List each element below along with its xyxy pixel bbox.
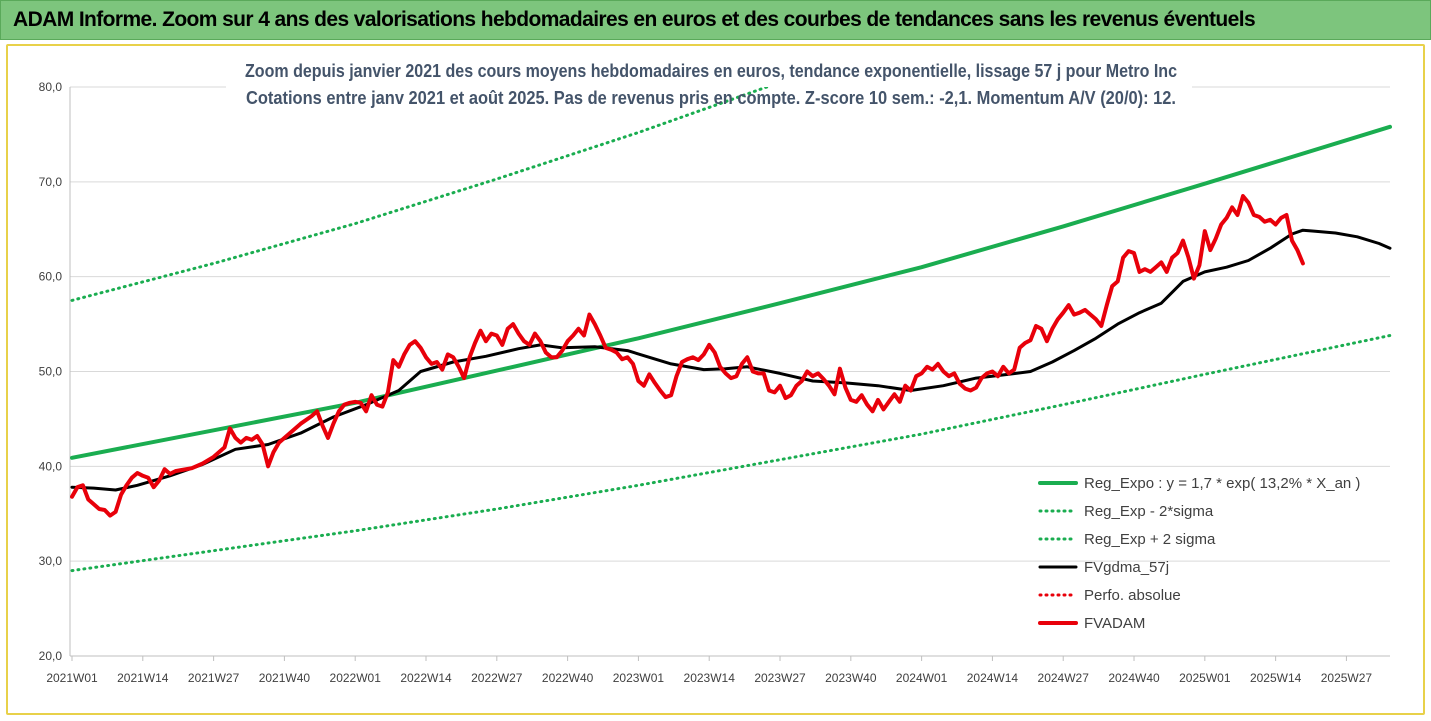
series-line-reg-exp-2-sigma	[70, 87, 772, 302]
x-tick-label: 2021W01	[46, 671, 98, 685]
y-tick-label: 80,0	[39, 80, 63, 94]
series-line-fvadam	[70, 194, 1305, 518]
x-tick-label: 2022W27	[471, 671, 523, 685]
x-tick-label: 2023W14	[684, 671, 736, 685]
report-banner: ADAM Informe. Zoom sur 4 ans des valoris…	[0, 0, 1431, 40]
legend-label-fvadam: FVADAM	[1084, 615, 1145, 632]
x-tick-label: 2024W14	[967, 671, 1019, 685]
y-tick-label: 30,0	[39, 554, 63, 568]
legend-label-reg-exp-2-sigma: Reg_Exp + 2 sigma	[1084, 531, 1216, 548]
x-tick-label: 2023W27	[754, 671, 806, 685]
series-line-fvgdma-57j	[70, 228, 1392, 492]
y-tick-label: 50,0	[39, 365, 63, 379]
series-layer	[70, 87, 1392, 573]
x-tick-label: 2024W01	[896, 671, 948, 685]
x-tick-label: 2022W40	[542, 671, 594, 685]
x-tick-label: 2021W14	[117, 671, 169, 685]
y-tick-label: 70,0	[39, 175, 63, 189]
chart-title-line-1: Zoom depuis janvier 2021 des cours moyen…	[245, 61, 1177, 81]
legend-label-fvgdma-57j: FVgdma_57j	[1084, 559, 1169, 576]
grid	[70, 86, 1390, 657]
series-line-reg-expo-y-1-7-exp-13-2-x-an	[70, 124, 1392, 460]
title-background	[226, 52, 1192, 116]
x-tick-label: 2023W40	[825, 671, 877, 685]
x-tick-label: 2021W27	[188, 671, 240, 685]
x-tick-label: 2022W01	[330, 671, 382, 685]
x-tick-label: 2025W01	[1179, 671, 1231, 685]
x-tick-label: 2024W40	[1108, 671, 1160, 685]
x-tick-label: 2025W14	[1250, 671, 1302, 685]
x-tick-label: 2021W40	[259, 671, 311, 685]
x-tick-label: 2024W27	[1038, 671, 1090, 685]
chart-title-line-2: Cotations entre janv 2021 et août 2025. …	[246, 88, 1176, 108]
report-title: ADAM Informe. Zoom sur 4 ans des valoris…	[13, 8, 1256, 31]
axes: 20,0 30,0 40,0 50,0 60,0 70,0 80,0 2021W01 2021W…	[39, 80, 1390, 685]
legend-label-reg-exp-2-sigma: Reg_Exp - 2*sigma	[1084, 503, 1214, 520]
x-tick-label: 2022W14	[400, 671, 452, 685]
y-tick-label: 60,0	[39, 270, 63, 284]
legend-label-perfo-absolue: Perfo. absolue	[1084, 587, 1181, 604]
chart-frame	[6, 44, 1425, 715]
legend-label-reg-expo-y-1-7-exp-13-2-x-an: Reg_Expo : y = 1,7 * exp( 13,2% * X_an )	[1084, 475, 1360, 492]
y-tick-label: 20,0	[39, 649, 63, 663]
y-tick-label: 40,0	[39, 459, 63, 473]
legend: Reg_Expo : y = 1,7 * exp( 13,2% * X_an )…	[1038, 475, 1360, 632]
x-tick-label: 2023W01	[613, 671, 665, 685]
x-tick-label: 2025W27	[1321, 671, 1373, 685]
